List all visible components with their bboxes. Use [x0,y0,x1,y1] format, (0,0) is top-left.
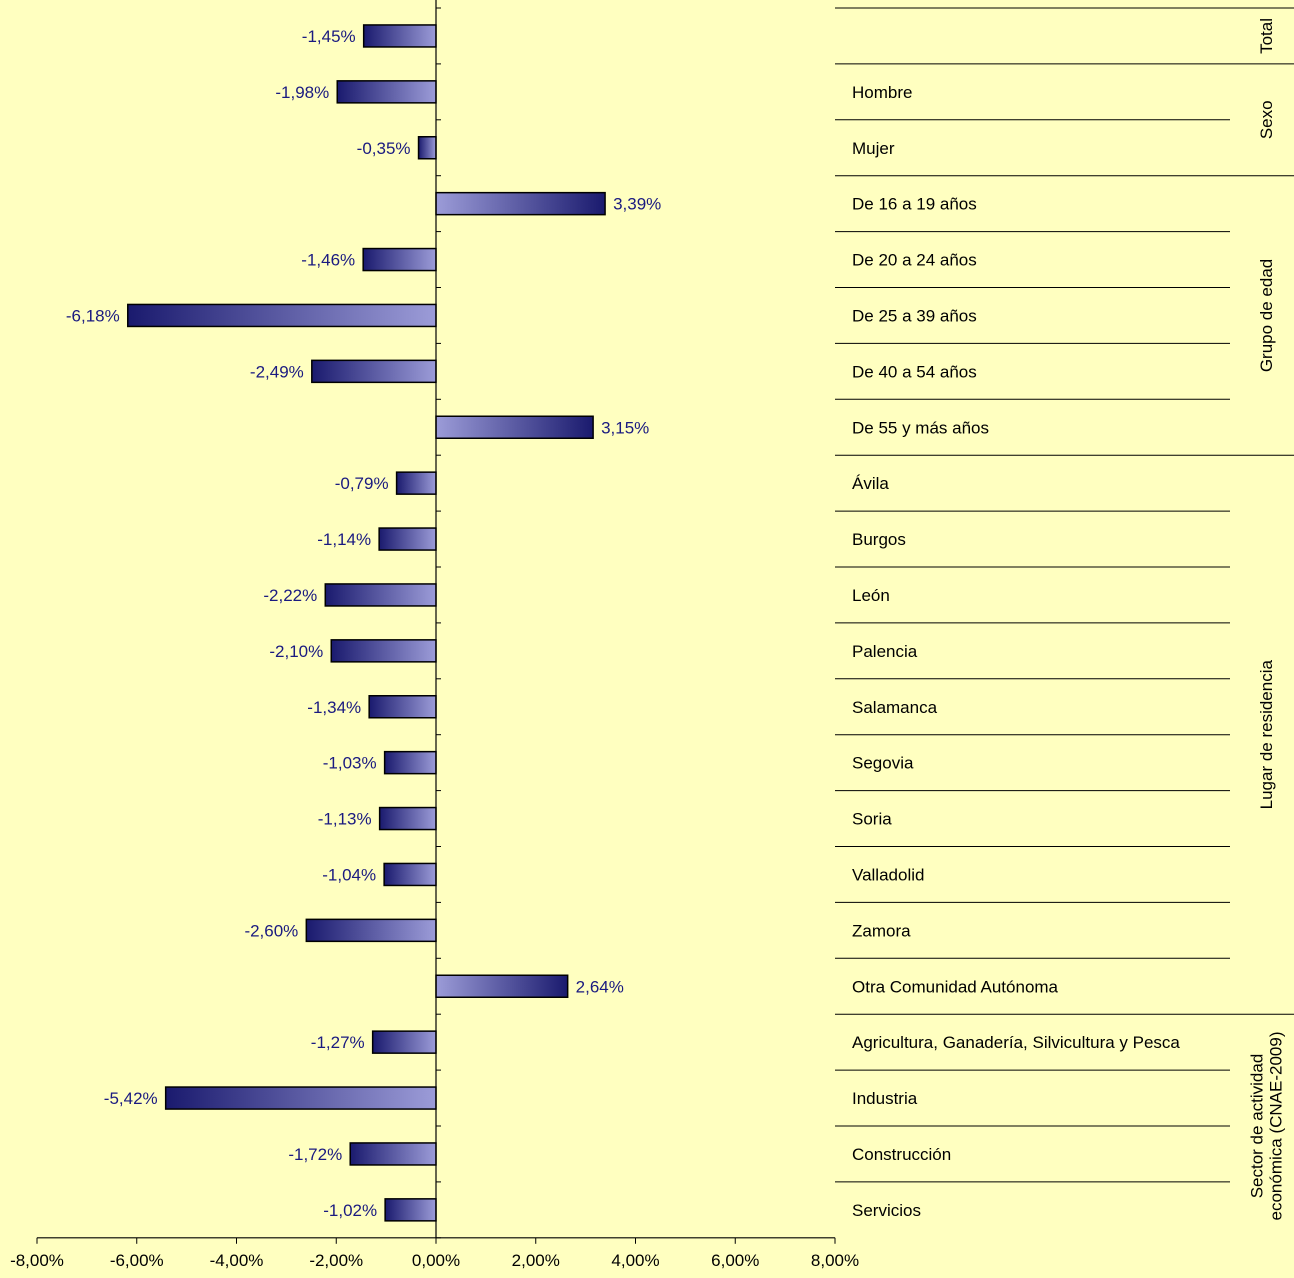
bar [371,1030,437,1054]
category-label: Otra Comunidad Autónoma [852,977,1059,996]
bar [368,695,437,719]
bar [330,639,437,663]
data-label: -1,13% [318,810,372,829]
group-label: Sector de actividad [1248,1054,1267,1199]
data-label: -2,60% [244,921,298,940]
group-label: económica (CNAE-2009) [1267,1032,1286,1221]
data-label: -0,79% [335,474,389,493]
bar [378,806,437,831]
category-label: Construcción [852,1145,951,1164]
bar [378,527,437,551]
category-label: Palencia [852,642,918,661]
category-label: Segovia [852,754,914,773]
category-label: León [852,586,890,605]
data-label: -6,18% [66,306,120,325]
x-tick-label: 0,00% [412,1251,460,1270]
bar [395,471,437,495]
x-tick-label: 4,00% [611,1251,659,1270]
data-label: -1,45% [302,27,356,46]
category-label: Industria [852,1089,918,1108]
group-label: Total [1257,18,1276,54]
x-tick-label: 2,00% [512,1251,560,1270]
bar [311,359,437,384]
data-label: -5,42% [104,1089,158,1108]
x-tick-label: 8,00% [811,1251,859,1270]
bar [324,583,437,607]
bar [349,1142,437,1166]
x-tick-label: -2,00% [309,1251,363,1270]
data-label: -0,35% [357,139,411,158]
category-label: De 55 y más años [852,418,989,437]
data-label: 3,39% [613,195,661,214]
bar [383,862,437,887]
category-label: Agricultura, Ganadería, Silvicultura y P… [852,1033,1180,1052]
category-label: Mujer [852,139,895,158]
bar [336,80,437,104]
data-label: -2,10% [269,642,323,661]
category-label: De 16 a 19 años [852,195,977,214]
bar [435,974,569,998]
x-tick-label: 6,00% [711,1251,759,1270]
bar [435,415,594,439]
x-tick-label: -8,00% [10,1251,64,1270]
bar [305,918,437,943]
data-label: -2,22% [263,586,317,605]
data-label: -1,46% [301,251,355,270]
bar [362,247,437,272]
data-label: 3,15% [601,418,649,437]
data-label: -1,02% [323,1201,377,1220]
bar [384,1198,437,1222]
group-label: Lugar de residencia [1257,659,1276,809]
category-label: Ávila [852,474,889,493]
category-label: De 20 a 24 años [852,251,977,270]
data-label: -1,98% [275,83,329,102]
bar [383,750,437,775]
category-label: De 25 a 39 años [852,306,977,325]
category-label: Hombre [852,83,912,102]
x-tick-label: -6,00% [110,1251,164,1270]
group-label: Sexo [1257,100,1276,139]
data-label: -1,72% [288,1145,342,1164]
data-label: -1,03% [323,754,377,773]
data-label: -1,04% [322,865,376,884]
bar [417,136,437,160]
bar [127,303,437,328]
category-label: Soria [852,810,892,829]
data-label: -1,27% [311,1033,365,1052]
category-label: De 40 a 54 años [852,362,977,381]
group-label: Grupo de edad [1257,259,1276,372]
data-label: 2,64% [576,977,624,996]
x-tick-label: -4,00% [210,1251,264,1270]
data-label: -1,34% [307,698,361,717]
category-label: Burgos [852,530,906,549]
category-label: Salamanca [852,698,938,717]
bar [362,24,437,48]
data-label: -2,49% [250,362,304,381]
category-label: Zamora [852,921,911,940]
bar [164,1086,437,1110]
category-label: Valladolid [852,865,924,884]
category-label: Servicios [852,1201,921,1220]
data-label: -1,14% [317,530,371,549]
bar [435,191,606,216]
